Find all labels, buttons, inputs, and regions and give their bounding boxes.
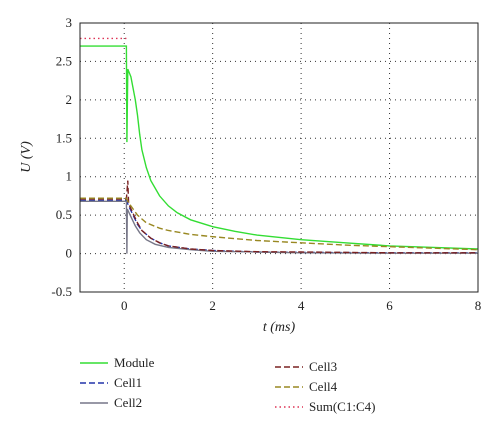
legend-label-5: Cell4: [309, 379, 338, 394]
x-tick-label: 6: [386, 298, 393, 313]
y-tick-label: 0.5: [56, 207, 72, 222]
x-tick-label: 2: [209, 298, 216, 313]
tick-labels: 0 2 4 6 8 -0.5 0 0.5 1 1.5 2 2.5 3: [51, 15, 481, 313]
legend-label-3: Cell2: [114, 395, 142, 410]
y-tick-label: 0: [66, 246, 73, 261]
y-axis-label: U (V): [19, 141, 34, 173]
series-line-1: [80, 45, 479, 250]
series-lines: [80, 37, 479, 254]
x-tick-label: 8: [475, 298, 482, 313]
y-tick-label: 2.5: [56, 53, 72, 68]
y-tick-label: 1.5: [56, 130, 72, 145]
legend-label-2: Cell1: [114, 375, 142, 390]
x-tick-label: 0: [121, 298, 128, 313]
y-tick-label: 1: [66, 169, 73, 184]
x-tick-label: 4: [298, 298, 305, 313]
y-tick-label: -0.5: [51, 284, 72, 299]
legend: Module Cell1 Cell2 Cell3 Cell4 Sum(C1:C4): [80, 355, 375, 414]
legend-label-6: Sum(C1:C4): [309, 399, 375, 414]
plot-frame: [79, 22, 479, 293]
legend-label-4: Cell3: [309, 359, 337, 374]
y-tick-label: 3: [66, 15, 73, 30]
y-tick-label: 2: [66, 92, 73, 107]
series-line-4: [80, 180, 478, 254]
series-line-3: [80, 200, 478, 254]
x-axis-label: t (ms): [263, 320, 296, 335]
series-line-5: [80, 197, 479, 251]
legend-label-1: Module: [114, 355, 155, 370]
